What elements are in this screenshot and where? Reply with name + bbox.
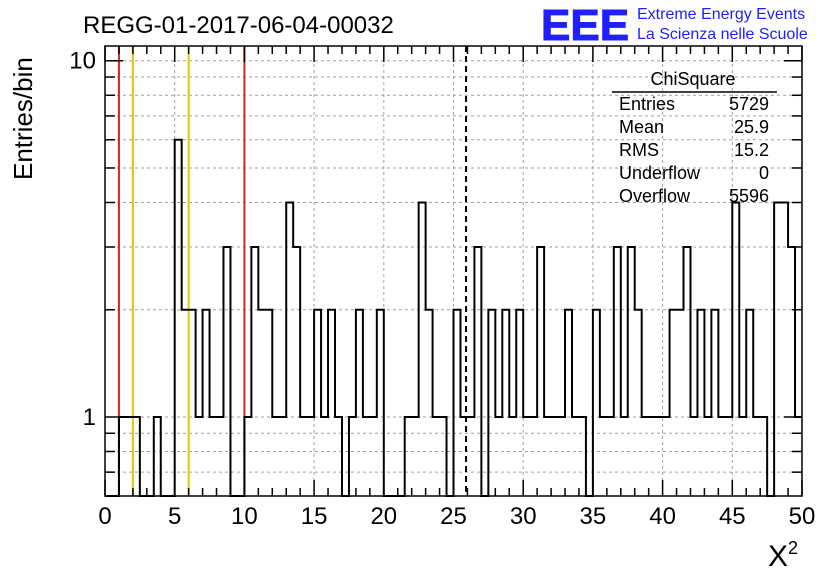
- x-tick-label: 5: [168, 503, 181, 530]
- x-tick-label: 40: [649, 503, 676, 530]
- x-tick-label: 20: [370, 503, 397, 530]
- stats-label: Overflow: [619, 186, 691, 206]
- y-tick-labels: 1 10: [69, 48, 96, 431]
- stats-value: 5596: [729, 186, 769, 206]
- run-title: REGG-01-2017-06-04-00032: [83, 12, 394, 39]
- stats-label: RMS: [619, 140, 659, 160]
- x-axis-label-base: X: [768, 540, 788, 572]
- stats-value: 25.9: [734, 117, 769, 137]
- vertical-markers: [117, 46, 468, 496]
- x-tick-label: 35: [580, 503, 607, 530]
- stats-value: 0: [759, 163, 769, 183]
- stats-label: Underflow: [619, 163, 701, 183]
- x-tick-label: 15: [301, 503, 328, 530]
- x-tick-label: 30: [510, 503, 537, 530]
- x-tick-label: 50: [789, 503, 816, 530]
- y-tick-label: 1: [83, 404, 96, 431]
- x-tick-label: 45: [719, 503, 746, 530]
- x-axis-label-sup: 2: [788, 538, 798, 558]
- stats-label: Entries: [619, 94, 675, 114]
- stats-label: Mean: [619, 117, 664, 137]
- y-tick-label: 10: [69, 48, 96, 75]
- x-axis-label: X2: [768, 538, 798, 572]
- eee-logo: EEE: [541, 1, 629, 50]
- stats-value: 15.2: [734, 140, 769, 160]
- stats-title: ChiSquare: [650, 69, 735, 89]
- x-tick-labels: 0 5 10 15 20 25 30 35 40 45 50: [98, 503, 815, 530]
- x-tick-label: 25: [440, 503, 467, 530]
- axis-ticks: [104, 46, 803, 496]
- x-tick-label: 0: [98, 503, 111, 530]
- histogram-line: [105, 138, 802, 497]
- logo-line-2: La Scienza nelle Scuole: [637, 26, 808, 43]
- stats-box: ChiSquare Entries 5729 Mean 25.9 RMS 15.2 Unde…: [612, 69, 777, 206]
- x-tick-label: 10: [231, 503, 258, 530]
- logo-line-1: Extreme Energy Events: [637, 6, 805, 23]
- stats-value: 5729: [729, 94, 769, 114]
- y-axis-label: Entries/bin: [8, 57, 38, 180]
